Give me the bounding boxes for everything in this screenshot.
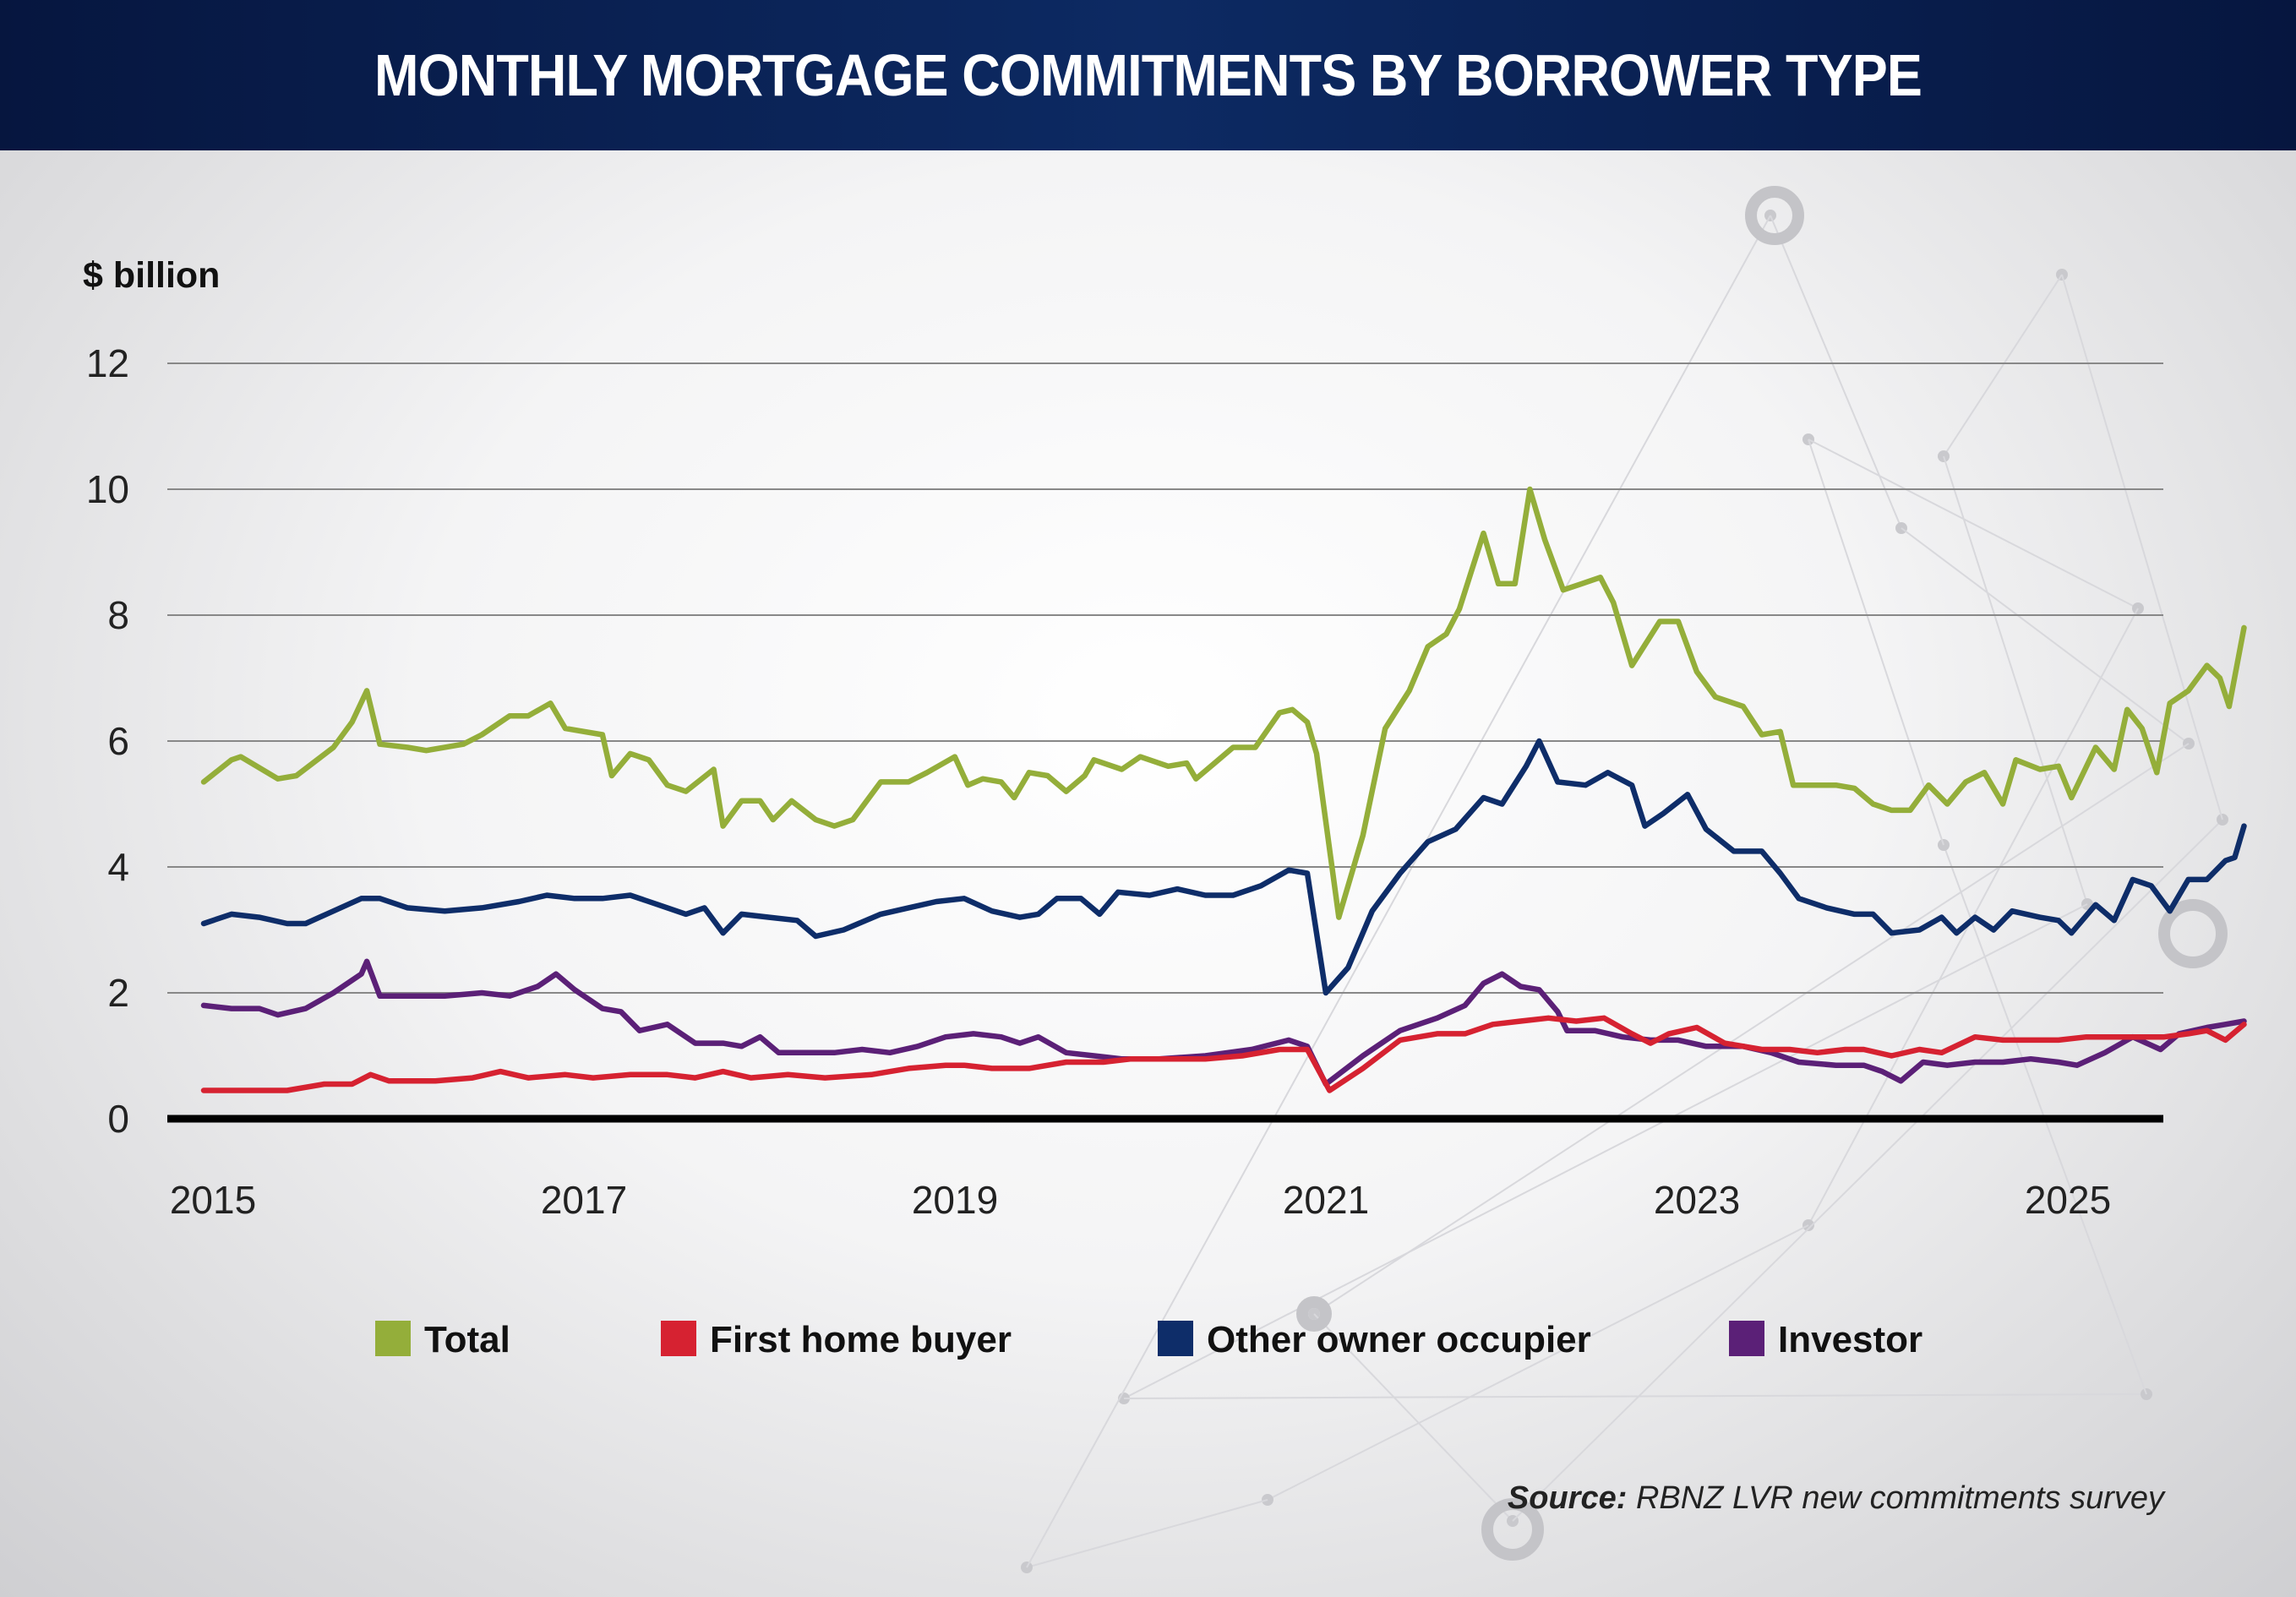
decor-link [1313,1313,1513,1522]
decor-link [1901,527,2190,744]
decor-link [1313,743,2190,1315]
x-axis-ticks: 2015 2017 2019 2021 2023 2025 [170,1178,2111,1222]
series-line-total [200,486,2247,920]
decor-link [1512,819,2223,1522]
series-line-first-home-buyer [200,1015,2247,1093]
legend-swatch [1729,1321,1764,1356]
legend-label: First home buyer [710,1319,1012,1360]
series-line-other-owner-occupier [200,738,2247,996]
y-tick-label: 4 [107,845,129,889]
legend-label: Total [424,1319,510,1360]
decor-ring [1745,186,1804,245]
x-tick-label: 2025 [2025,1178,2111,1222]
decor-link [1770,215,1902,529]
series-line-investor [200,958,2247,1087]
y-tick-label: 10 [86,467,129,511]
decor-link [1808,439,2139,609]
series-lines [200,486,2247,1093]
y-tick-label: 2 [107,971,129,1015]
decor-link [2061,274,2223,820]
legend-swatch [1158,1321,1193,1356]
decor-ring [2158,899,2228,968]
y-axis-ticks: 0 2 4 6 8 10 12 [86,341,129,1141]
decor-link [1026,1499,1268,1568]
y-tick-label: 12 [86,341,129,385]
decor-link [1808,439,1944,846]
decor-ring [1296,1296,1332,1332]
decor-link [1026,215,1771,1568]
x-tick-label: 2017 [541,1178,627,1222]
gridlines [167,362,2163,994]
background-network-decoration [1021,186,2228,1573]
decor-link [1943,455,2088,905]
decor-link [1123,903,2088,1399]
y-axis-unit-label: $ billion [83,255,220,296]
legend-swatch [661,1321,696,1356]
x-tick-label: 2021 [1283,1178,1369,1222]
y-tick-label: 8 [107,593,129,637]
x-tick-label: 2023 [1654,1178,1740,1222]
legend-label: Investor [1778,1319,1922,1360]
decor-ring [1481,1498,1544,1561]
x-tick-label: 2019 [912,1178,998,1222]
source-text: RBNZ LVR new commitments survey [1635,1480,2164,1516]
decor-link [1267,1224,1809,1501]
source-note: Source: RBNZ LVR new commitments survey [1508,1480,2164,1517]
source-label: Source: [1507,1480,1628,1516]
legend: Total First home buyer Other owner occupie… [375,1319,1922,1360]
legend-label: Other owner occupier [1207,1319,1591,1360]
x-tick-label: 2015 [170,1178,256,1222]
legend-swatch [375,1321,411,1356]
decor-link [1943,274,2063,457]
y-tick-label: 6 [107,719,129,763]
chart-title: MONTHLY MORTGAGE COMMITMENTS BY BORROWER… [374,42,1922,108]
y-tick-label: 0 [107,1097,129,1141]
decor-link [1123,1393,2147,1399]
title-banner [0,0,2296,150]
